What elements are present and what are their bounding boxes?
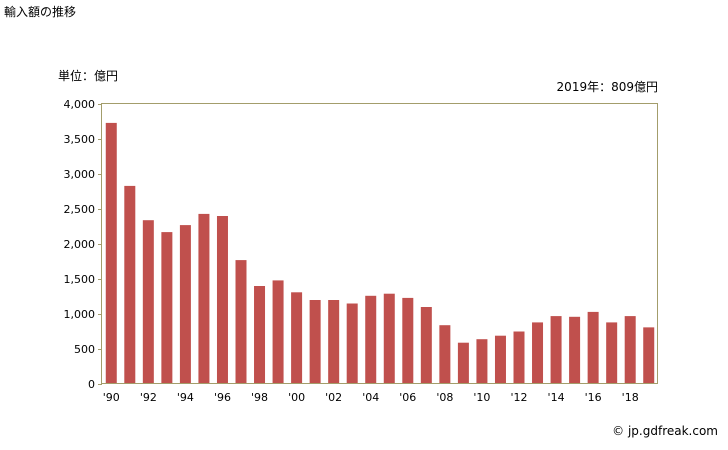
y-tick-label: 4,000: [64, 98, 96, 111]
x-tick-label: '94: [177, 391, 194, 404]
bar-'09: [457, 342, 469, 384]
x-tick-label: '14: [548, 391, 565, 404]
bar-'07: [420, 307, 432, 384]
bar-'98: [254, 286, 266, 384]
bar-'92: [142, 220, 154, 384]
x-tick-label: '90: [103, 391, 120, 404]
bar-'13: [532, 322, 544, 384]
bar-'05: [383, 293, 395, 384]
bar-'95: [198, 213, 210, 384]
latest-value-annotation: 2019年：809億円: [556, 80, 658, 94]
bar-'06: [402, 297, 414, 384]
bar-'93: [161, 232, 173, 384]
bar-'08: [439, 325, 451, 384]
bars-group: [105, 122, 655, 385]
bar-'18: [624, 316, 636, 384]
bar-'16: [587, 311, 599, 384]
y-tick-label: 2,500: [64, 203, 96, 216]
bar-'04: [365, 295, 377, 384]
y-tick-label: 1,500: [64, 273, 96, 286]
bar-'11: [494, 335, 506, 384]
x-tick-label: '16: [585, 391, 602, 404]
x-tick-label: '96: [214, 391, 231, 404]
bar-'94: [179, 225, 191, 384]
y-tick-label: 2,000: [64, 238, 96, 251]
x-tick-label: '08: [436, 391, 453, 404]
bar-'01: [309, 300, 321, 384]
x-tick-label: '04: [362, 391, 379, 404]
x-tick-label: '18: [622, 391, 639, 404]
x-axis: '90 '92 '94 '96 '98 '00 '02 '04 '06 '08 '10 '12 '14 '…: [103, 391, 639, 404]
y-tick-label: 3,500: [64, 133, 96, 146]
unit-label: 単位：億円: [58, 69, 119, 83]
bar-'03: [346, 303, 358, 384]
x-tick-label: '12: [510, 391, 527, 404]
y-tick-label: 0: [88, 378, 95, 391]
bar-'14: [550, 316, 562, 384]
y-tick-label: 500: [74, 343, 95, 356]
bar-'12: [513, 331, 525, 384]
bar-'91: [124, 185, 136, 384]
y-tick-label: 1,000: [64, 308, 96, 321]
bar-'17: [606, 322, 618, 384]
bar-'15: [569, 316, 581, 384]
y-axis: 0 500 1,000 1,500 2,000 2,500 3,000 3,500 4,000: [64, 98, 102, 391]
bar-'99: [272, 280, 284, 384]
copyright-credit: © jp.gdfreak.com: [612, 424, 718, 438]
plot-frame: [101, 103, 658, 384]
x-tick-label: '10: [473, 391, 490, 404]
bar-'96: [216, 216, 228, 384]
bar-'10: [476, 339, 488, 384]
x-tick-label: '92: [140, 391, 157, 404]
bar-'90: [105, 122, 117, 385]
chart-title: 輸入額の推移: [4, 5, 77, 19]
y-tick-label: 3,000: [64, 168, 96, 181]
x-tick-label: '98: [251, 391, 268, 404]
bar-'97: [235, 260, 247, 384]
x-tick-label: '00: [288, 391, 305, 404]
bar-'02: [328, 300, 340, 384]
bar-'19: [643, 327, 655, 384]
bar-'00: [291, 292, 303, 384]
x-tick-label: '02: [325, 391, 342, 404]
x-tick-label: '06: [399, 391, 416, 404]
